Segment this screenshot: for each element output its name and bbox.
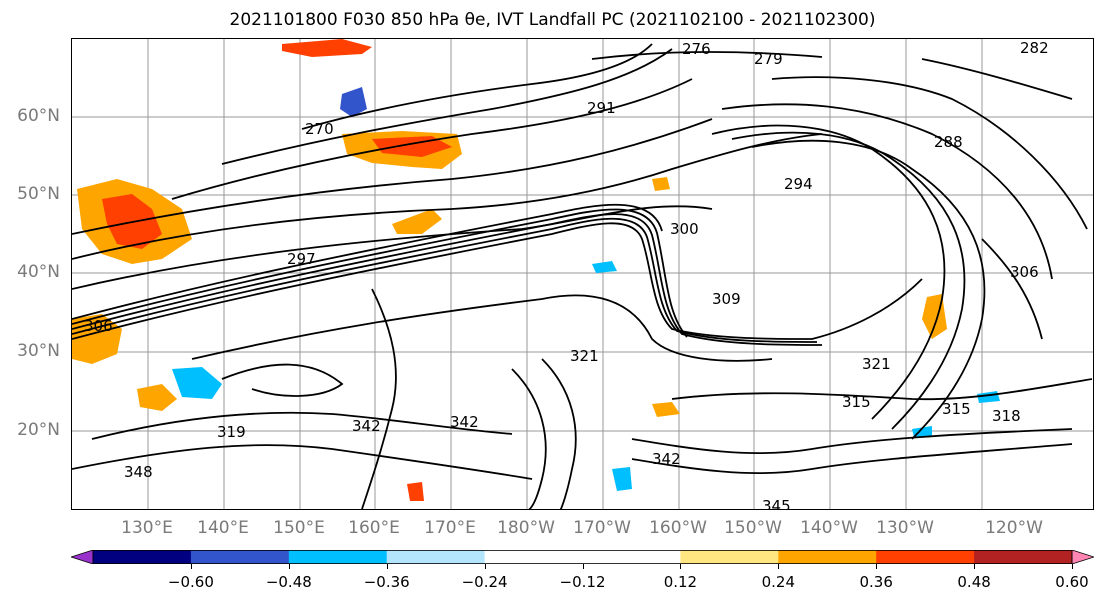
lat-label: 60°N bbox=[17, 106, 60, 126]
contour-label: 348 bbox=[124, 463, 153, 481]
colorbar-segment bbox=[876, 550, 975, 564]
lon-label: 180°W bbox=[497, 518, 555, 538]
lon-label: 140°E bbox=[197, 518, 249, 538]
colorbar-tick-label: 0.36 bbox=[859, 573, 893, 591]
colorbar-tick-label: 0.48 bbox=[957, 573, 991, 591]
contour-label: 342 bbox=[352, 417, 381, 435]
colorbar-segment bbox=[778, 550, 877, 564]
colorbar-tick-mark bbox=[974, 564, 976, 569]
colorbar-extend-max bbox=[1071, 550, 1094, 564]
colorbar-tick-label: −0.12 bbox=[559, 573, 606, 591]
lon-label: 130°E bbox=[121, 518, 173, 538]
contour-label: 309 bbox=[712, 290, 741, 308]
colorbar-segment bbox=[484, 550, 583, 564]
chart-title: 2021101800 F030 850 hPa θe, IVT Landfall… bbox=[229, 10, 876, 30]
colorbar-extend-min bbox=[71, 550, 94, 564]
colorbar-tick-label: 0.60 bbox=[1055, 573, 1089, 591]
lon-label: 140°W bbox=[800, 518, 858, 538]
contour-label: 291 bbox=[587, 99, 616, 117]
colorbar-tick-mark bbox=[190, 564, 192, 569]
colorbar-tick-label: 0.24 bbox=[761, 573, 795, 591]
colorbar-segment bbox=[680, 550, 779, 564]
colorbar-tick-mark bbox=[876, 564, 878, 569]
colorbar-tick-label: 0.12 bbox=[663, 573, 698, 591]
colorbar-tick-mark bbox=[1072, 564, 1073, 569]
contour-label: 279 bbox=[754, 50, 783, 68]
colorbar-segment bbox=[582, 550, 681, 564]
contour-label: 270 bbox=[305, 120, 334, 138]
contour-label: 282 bbox=[1020, 39, 1049, 57]
theta-e-contours bbox=[72, 43, 1093, 509]
contour-label: 300 bbox=[670, 220, 699, 238]
colorbar-segment bbox=[386, 550, 486, 564]
map-canvas: 276 279 282 270 291 288 294 297 300 309 … bbox=[72, 39, 1093, 510]
colorbar-tick-mark bbox=[778, 564, 780, 569]
lon-label: 120°W bbox=[985, 518, 1043, 538]
contour-label: 288 bbox=[934, 133, 963, 151]
lon-label: 150°W bbox=[724, 518, 782, 538]
colorbar bbox=[71, 550, 1094, 564]
lon-label: 170°W bbox=[573, 518, 631, 538]
contour-label: 342 bbox=[652, 450, 681, 468]
lat-label: 50°N bbox=[17, 184, 60, 204]
lat-label: 40°N bbox=[17, 262, 60, 282]
contour-label: 297 bbox=[287, 250, 316, 268]
lon-label: 160°E bbox=[348, 518, 400, 538]
contour-label: 321 bbox=[862, 355, 891, 373]
colorbar-tick-label: −0.36 bbox=[363, 573, 410, 591]
contour-label-group: 276 279 282 270 291 288 294 297 300 309 … bbox=[84, 39, 1049, 510]
contour-label: 321 bbox=[570, 347, 599, 365]
contour-label: 315 bbox=[942, 400, 971, 418]
colorbar-tick-mark bbox=[484, 564, 486, 569]
lon-label: 150°E bbox=[273, 518, 325, 538]
colorbar-tick-label: −0.60 bbox=[167, 573, 214, 591]
colorbar-segment bbox=[974, 550, 1073, 564]
contour-label: 345 bbox=[762, 497, 791, 510]
colorbar-tick-label: −0.48 bbox=[265, 573, 312, 591]
contour-label: 306 bbox=[84, 317, 113, 335]
contour-label: 318 bbox=[992, 407, 1021, 425]
colorbar-segment bbox=[288, 550, 388, 564]
lon-label: 160°W bbox=[649, 518, 707, 538]
lon-label: 130°W bbox=[876, 518, 934, 538]
colorbar-tick-mark bbox=[680, 564, 682, 569]
colorbar-segment bbox=[93, 550, 192, 564]
lon-label: 170°E bbox=[424, 518, 476, 538]
contour-label: 315 bbox=[842, 393, 871, 411]
shaded-anomalies bbox=[72, 39, 1000, 501]
colorbar-tick-mark bbox=[386, 564, 388, 569]
contour-label: 306 bbox=[1010, 263, 1039, 281]
colorbar-tick-label: −0.24 bbox=[461, 573, 508, 591]
colorbar-segment bbox=[190, 550, 290, 564]
colorbar-tick-mark bbox=[582, 564, 584, 569]
lat-label: 20°N bbox=[17, 420, 60, 440]
contour-label: 276 bbox=[682, 40, 711, 58]
lat-label: 30°N bbox=[17, 341, 60, 361]
contour-label: 294 bbox=[784, 175, 813, 193]
contour-label: 319 bbox=[217, 423, 246, 441]
map-panel: 276 279 282 270 291 288 294 297 300 309 … bbox=[71, 38, 1094, 510]
contour-label: 342 bbox=[450, 413, 479, 431]
colorbar-tick-mark bbox=[288, 564, 290, 569]
graticule bbox=[72, 39, 1093, 509]
